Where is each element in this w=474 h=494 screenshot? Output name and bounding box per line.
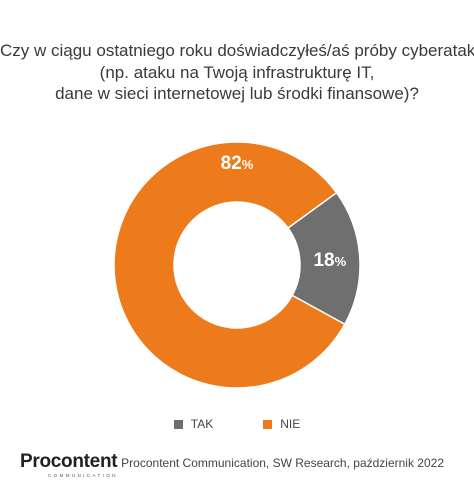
procontent-logo: Procontent COMMUNICATION [20,450,118,478]
legend-item-tak: TAK [173,417,214,431]
legend-swatch-tak [173,419,183,429]
data-label-tak: 18% [313,250,346,271]
slice-tak [286,191,361,326]
legend-label-nie: NIE [280,417,301,431]
chart-title: Czy w ciągu ostatniego roku doświadczyłe… [0,40,474,105]
data-label-nie: 82% [221,153,254,174]
slice-nie [113,141,346,389]
footer: Procontent COMMUNICATION Procontent Comm… [0,450,474,494]
legend-swatch-nie [263,419,273,429]
logo-text: Procontent [20,451,118,472]
legend-item-nie: NIE [263,417,300,431]
title-line-1: Czy w ciągu ostatniego roku doświadczyłe… [0,41,474,60]
legend-label-tak: TAK [190,417,214,431]
logo-subtext: COMMUNICATION [48,473,118,478]
title-line-3: dane w sieci internetowej lub środki fin… [55,84,419,103]
legend: TAK NIE [0,417,474,431]
title-line-2: (np. ataku na Twoją infrastrukturę IT, [99,62,375,82]
source-credits: Procontent Communication, SW Research, p… [121,456,444,470]
